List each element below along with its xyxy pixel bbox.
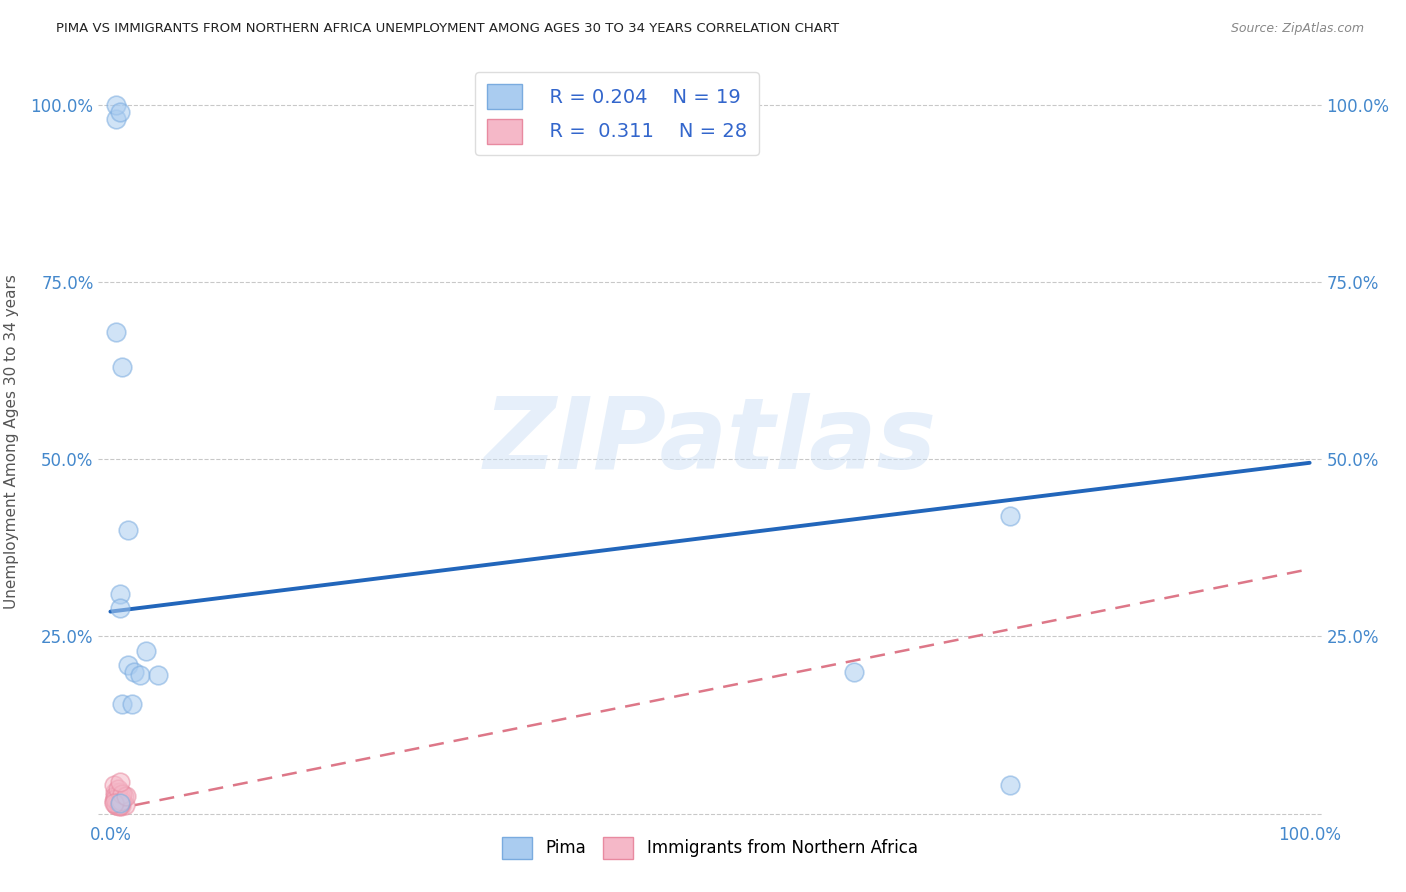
Point <box>111 794 134 808</box>
Point <box>111 787 134 801</box>
Point <box>998 508 1021 523</box>
Point <box>107 781 129 796</box>
Point <box>105 798 128 813</box>
Point <box>108 796 129 810</box>
Point <box>998 778 1021 792</box>
Legend: Pima, Immigrants from Northern Africa: Pima, Immigrants from Northern Africa <box>496 830 924 865</box>
Point <box>842 665 865 679</box>
Point <box>104 785 127 799</box>
Point <box>104 792 127 806</box>
Point <box>108 587 131 601</box>
Point <box>110 791 132 805</box>
Point <box>108 601 131 615</box>
Point <box>107 792 129 806</box>
Point <box>105 798 128 813</box>
Point <box>105 98 128 112</box>
Point <box>108 796 131 810</box>
Point <box>108 796 129 810</box>
Text: ZIPatlas: ZIPatlas <box>484 393 936 490</box>
Text: Source: ZipAtlas.com: Source: ZipAtlas.com <box>1230 22 1364 36</box>
Point <box>107 794 129 808</box>
Point <box>121 697 143 711</box>
Point <box>108 785 131 799</box>
Text: PIMA VS IMMIGRANTS FROM NORTHERN AFRICA UNEMPLOYMENT AMONG AGES 30 TO 34 YEARS C: PIMA VS IMMIGRANTS FROM NORTHERN AFRICA … <box>56 22 839 36</box>
Point <box>108 791 129 805</box>
Point <box>117 657 139 672</box>
Point <box>124 665 146 679</box>
Point <box>135 643 157 657</box>
Point <box>117 523 139 537</box>
Point <box>105 796 128 810</box>
Point <box>148 668 170 682</box>
Point <box>111 360 134 375</box>
Point <box>103 794 125 808</box>
Y-axis label: Unemployment Among Ages 30 to 34 years: Unemployment Among Ages 30 to 34 years <box>4 274 20 609</box>
Point <box>110 799 132 814</box>
Point <box>108 799 129 814</box>
Point <box>110 794 132 808</box>
Point <box>108 774 131 789</box>
Point <box>108 798 131 813</box>
Point <box>103 796 125 810</box>
Point <box>105 325 128 339</box>
Point <box>108 105 131 120</box>
Point <box>105 112 128 127</box>
Point <box>104 789 127 803</box>
Point <box>111 697 134 711</box>
Point <box>115 789 138 803</box>
Point <box>108 789 131 803</box>
Point <box>103 778 125 792</box>
Point <box>112 789 135 803</box>
Point <box>114 798 136 813</box>
Point <box>129 668 152 682</box>
